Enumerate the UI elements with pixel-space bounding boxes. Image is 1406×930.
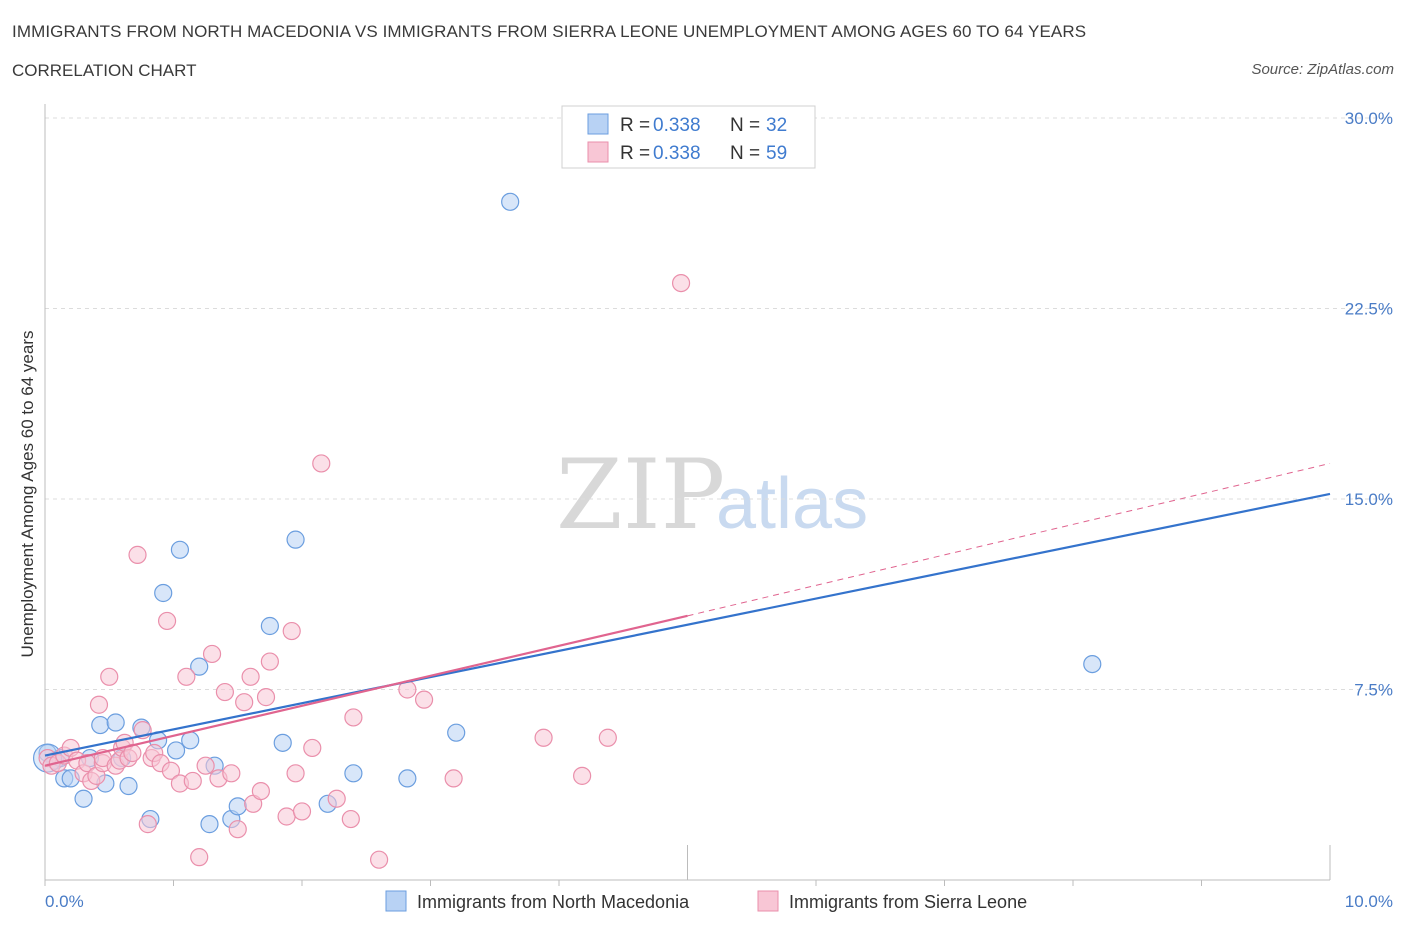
chart-subtitle: CORRELATION CHART	[12, 61, 197, 80]
sierra-leone-point-26	[157, 611, 177, 631]
trend-line-sierra-leone-extension	[687, 462, 1331, 617]
north-macedonia-point-9	[106, 713, 125, 732]
north-macedonia-point-29	[398, 769, 417, 788]
north-macedonia-point-32	[1083, 654, 1102, 674]
y-tick-label-3: 30.0%	[1345, 109, 1393, 128]
sierra-leone-point-42	[256, 688, 276, 707]
north-macedonia-point-15	[154, 583, 173, 603]
north-macedonia-point-23	[228, 797, 247, 816]
sierra-leone-point-41	[251, 781, 270, 801]
legend-r-label-blue: R =	[620, 115, 650, 136]
north-macedonia-point-28	[344, 764, 363, 783]
sierra-leone-point-59	[598, 728, 617, 747]
sierra-leone-point-55	[414, 690, 434, 709]
sierra-leone-point-39	[241, 667, 260, 686]
sierra-leone-point-45	[282, 621, 301, 641]
sierra-leone-point-60	[671, 274, 691, 293]
bottom-legend-swatch-pink	[757, 890, 779, 912]
correlation-legend: R = 0.338 N = 32 R = 0.338 N = 59	[561, 105, 816, 169]
sierra-leone-point-58	[573, 766, 592, 785]
north-macedonia-point-25	[273, 733, 292, 752]
legend-n-value-pink: 59	[766, 143, 787, 164]
sierra-leone-point-29	[177, 667, 196, 686]
north-macedonia-point-7	[91, 715, 110, 735]
watermark-zip: ZIP	[556, 439, 725, 551]
trend-line-sierra-leone	[44, 614, 688, 767]
north-macedonia-point-11	[119, 776, 138, 796]
y-tick-label-0: 7.5%	[1354, 681, 1393, 700]
north-macedonia-point-5	[74, 789, 93, 808]
watermark-atlas: atlas	[716, 464, 868, 544]
sierra-leone-point-37	[228, 820, 247, 839]
sierra-leone-point-38	[235, 693, 254, 712]
sierra-leone-point-33	[202, 644, 222, 664]
legend-swatch-blue	[587, 113, 609, 135]
bottom-legend-swatch-blue	[385, 890, 407, 912]
sierra-leone-point-48	[303, 738, 322, 758]
north-macedonia-point-31	[501, 192, 520, 211]
north-macedonia-point-16	[166, 741, 186, 760]
grid-lines	[45, 117, 1390, 690]
legend-n-label-blue: N =	[730, 115, 760, 136]
series-sierra-leone-points	[38, 274, 691, 869]
chart-title: IMMIGRANTS FROM NORTH MACEDONIA VS IMMIG…	[12, 22, 1087, 41]
sierra-leone-point-20	[128, 545, 147, 564]
sierra-leone-point-35	[215, 682, 234, 702]
sierra-leone-point-10	[89, 695, 109, 714]
sierra-leone-point-13	[100, 667, 119, 686]
series-legend: Immigrants from North Macedonia Immigran…	[385, 890, 1027, 912]
legend-r-label-pink: R =	[620, 143, 650, 164]
sierra-leone-point-52	[344, 708, 363, 727]
north-macedonia-point-26	[286, 530, 305, 549]
north-macedonia-point-24	[260, 616, 279, 636]
y-tick-labels: 7.5% 15.0% 22.5% 30.0%	[1345, 109, 1393, 700]
sierra-leone-point-27	[161, 761, 181, 780]
legend-r-value-pink: 0.338	[653, 143, 701, 164]
north-macedonia-point-30	[447, 723, 466, 742]
sierra-leone-point-47	[292, 802, 312, 821]
legend-n-label-pink: N =	[730, 143, 760, 164]
sierra-leone-point-53	[370, 850, 389, 869]
sierra-leone-point-57	[534, 728, 553, 747]
sierra-leone-point-56	[444, 769, 463, 788]
trend-lines	[44, 462, 1331, 767]
bottom-legend-label-pink: Immigrants from Sierra Leone	[789, 892, 1027, 912]
sierra-leone-point-43	[260, 652, 279, 671]
y-axis-label: Unemployment Among Ages 60 to 64 years	[18, 331, 37, 658]
north-macedonia-point-19	[190, 657, 209, 676]
x-tick-label-min: 0.0%	[45, 892, 84, 911]
legend-n-value-blue: 32	[766, 115, 787, 136]
sierra-leone-point-49	[312, 454, 331, 473]
y-tick-label-2: 22.5%	[1345, 300, 1393, 319]
north-macedonia-point-17	[170, 540, 190, 559]
sierra-leone-point-22	[138, 815, 157, 834]
north-macedonia-point-20	[200, 815, 219, 834]
sierra-leone-point-50	[327, 789, 346, 808]
north-macedonia-point-18	[181, 731, 200, 750]
x-tick-label-max: 10.0%	[1345, 892, 1393, 911]
y-tick-label-1: 15.0%	[1345, 490, 1393, 509]
source-credit: Source: ZipAtlas.com	[1251, 61, 1394, 78]
sierra-leone-point-44	[277, 807, 296, 826]
legend-swatch-pink	[587, 141, 609, 163]
trend-line-north-macedonia	[44, 492, 1331, 757]
sierra-leone-point-36	[222, 764, 241, 783]
sierra-leone-point-51	[341, 809, 360, 829]
legend-r-value-blue: 0.338	[653, 115, 701, 136]
sierra-leone-point-32	[196, 756, 215, 775]
bottom-legend-label-blue: Immigrants from North Macedonia	[417, 892, 690, 912]
sierra-leone-point-31	[190, 848, 209, 867]
sierra-leone-point-30	[183, 771, 202, 791]
sierra-leone-point-46	[286, 764, 305, 783]
